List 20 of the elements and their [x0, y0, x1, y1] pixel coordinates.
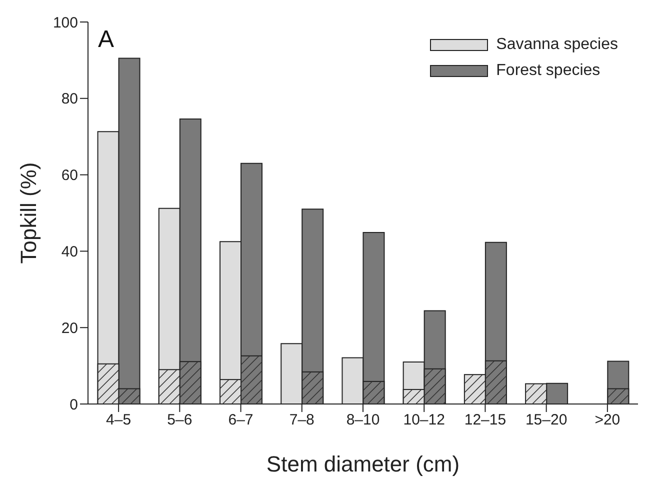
legend-label: Forest species — [496, 62, 600, 80]
y-tick-label: 60 — [61, 167, 78, 184]
y-tick-label: 80 — [61, 90, 78, 108]
y-tick-label: 0 — [70, 396, 78, 414]
legend-label: Savanna species — [496, 36, 618, 54]
y-tick-label: 20 — [61, 320, 78, 337]
y-axis-title: Topkill (%) — [16, 162, 41, 264]
x-tick-label: 7–8 — [289, 412, 314, 429]
annotation: A — [98, 26, 114, 54]
x-tick-label: 15–20 — [525, 412, 568, 429]
y-tick-label: 100 — [52, 14, 78, 32]
x-axis-title: Stem diameter (cm) — [266, 452, 460, 477]
x-tick-label: 10–12 — [403, 412, 445, 429]
x-tick-label: 6–7 — [228, 412, 254, 429]
y-tick-label: 40 — [61, 244, 78, 261]
x-tick-label: >20 — [594, 412, 620, 429]
x-tick-label: 12–15 — [464, 412, 506, 429]
x-tick-label: 4–5 — [106, 412, 132, 429]
x-tick-label: 5–6 — [167, 412, 192, 429]
x-tick-label: 8–10 — [346, 412, 380, 429]
